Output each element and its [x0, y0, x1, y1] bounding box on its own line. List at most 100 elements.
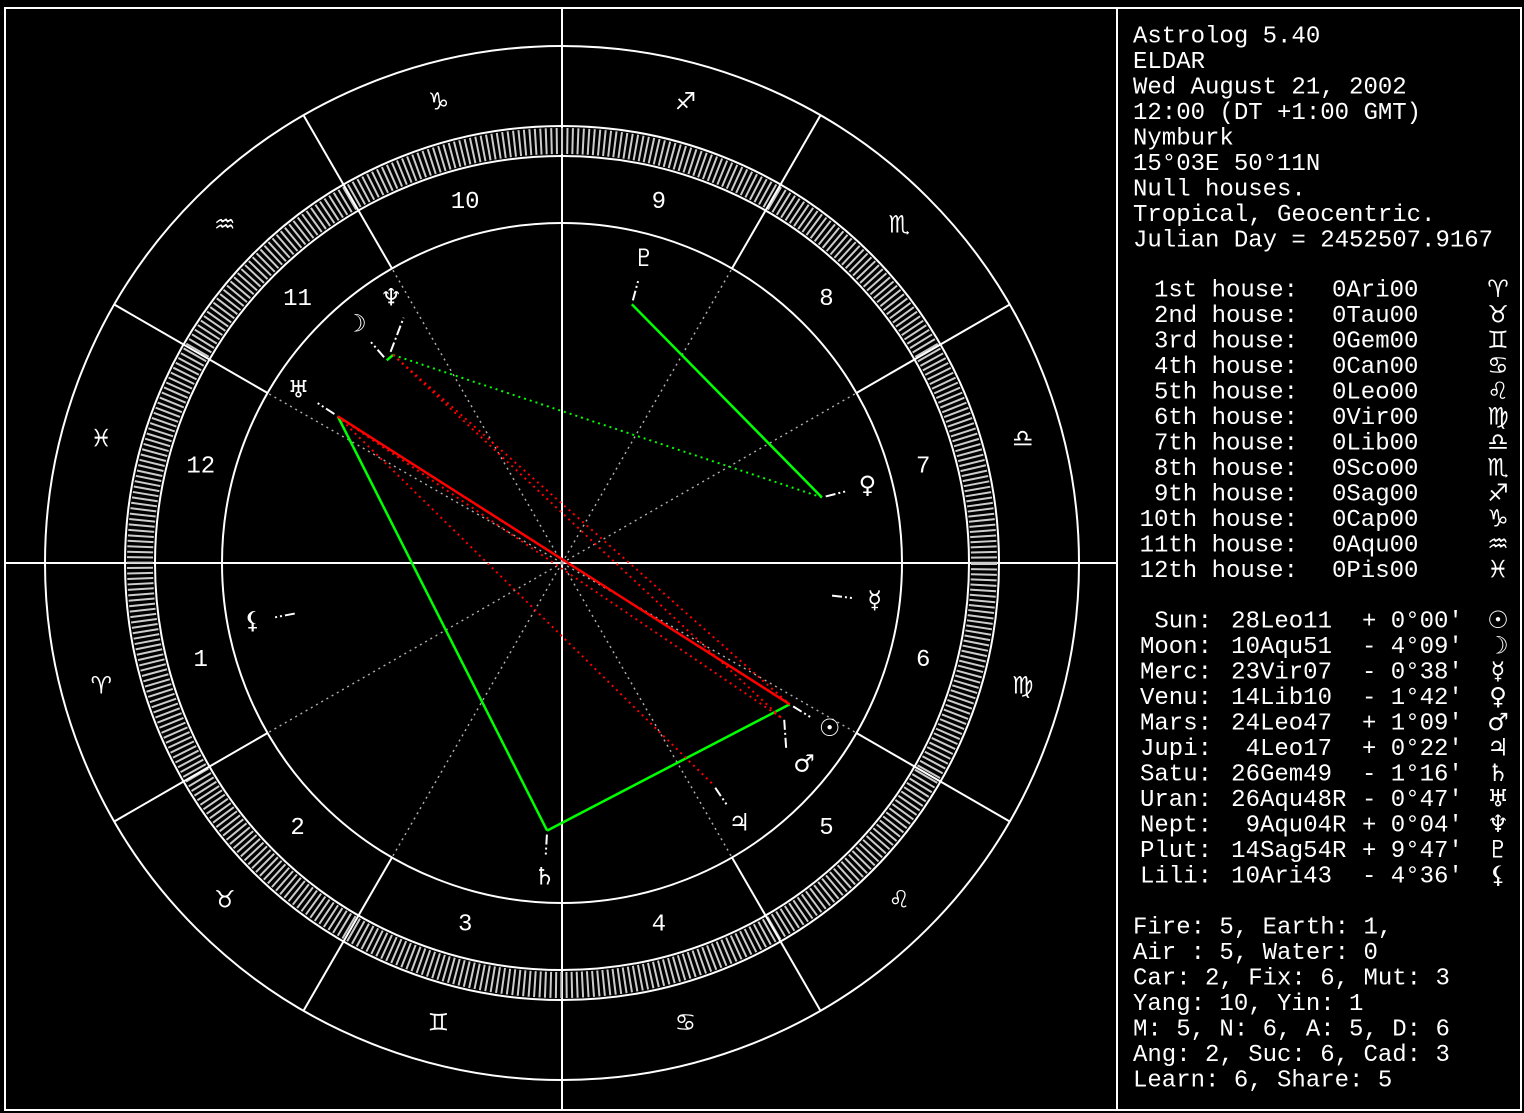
summary-line: Ang: 2, Suc: 6, Cad: 3	[1133, 1042, 1450, 1069]
planet-latitude: + 9°47'	[1362, 838, 1463, 865]
planet-position: 4Leo17	[1246, 736, 1332, 763]
house-label: 9th house:	[1154, 481, 1298, 508]
summary-line: Learn: 6, Share: 5	[1133, 1067, 1392, 1094]
aspect-line	[336, 415, 549, 832]
house-glyph: ♒	[1487, 530, 1509, 558]
cusp-line	[855, 303, 1011, 394]
retrograde: R	[1332, 812, 1346, 839]
planet-glyph-small: ♇	[1487, 836, 1509, 864]
frame	[4, 7, 1522, 1111]
house-number: 3	[458, 912, 472, 939]
aspect-line	[546, 703, 791, 832]
retrograde: R	[1332, 838, 1346, 865]
house-label: 1st house:	[1154, 277, 1298, 304]
house-glyph: ♎	[1487, 428, 1509, 456]
house-number: 5	[819, 815, 833, 842]
planet-glyph-small: ♀	[1489, 683, 1507, 711]
cusp-line	[113, 303, 269, 394]
house-position: 0Can00	[1332, 354, 1418, 381]
planet-position: 9Aqu04	[1246, 812, 1332, 839]
house-glyph: ♊	[1487, 326, 1509, 354]
house-position: 0Lib00	[1332, 430, 1418, 457]
house-label: 12th house:	[1140, 558, 1298, 585]
aspect-line	[392, 354, 791, 706]
planet-name: Mars:	[1140, 710, 1212, 737]
wheel: ♈ 1 ♉ 2 ♊ 3 ♋ 4 ♌ 5 ♍ 6 ♎ 7 ♏ 8 ♐ 9 ♑ 10 ♒ 11 ♓ 12 ☉ ☽ ☿ ♀ ♂ ♃ ♄ ♅ ♆ ♇ ⚸	[6, 9, 1116, 1109]
planet-glyph: ♀	[859, 471, 877, 499]
summary-line: M: 5, N: 6, A: 5, D: 6	[1133, 1016, 1450, 1043]
house-glyph: ♍	[1487, 403, 1509, 431]
planet-name: Uran:	[1140, 787, 1212, 814]
planet-tick	[714, 787, 728, 805]
planet-name: Satu:	[1140, 761, 1212, 788]
planet-name: Plut:	[1140, 838, 1212, 865]
planet-name: Moon:	[1140, 634, 1212, 661]
header-line: 12:00 (DT +1:00 GMT)	[1133, 100, 1421, 127]
planet-name: Sun:	[1154, 608, 1212, 635]
planet-tick	[389, 317, 405, 353]
planet-latitude: - 1°16'	[1362, 761, 1463, 788]
planet-glyph: ☿	[867, 586, 882, 614]
house-label: 5th house:	[1154, 379, 1298, 406]
planet-glyph-small: ♅	[1487, 785, 1509, 813]
header-line: ELDAR	[1133, 49, 1205, 76]
planet-name: Lili:	[1140, 863, 1212, 890]
planet-name: Nept:	[1140, 812, 1212, 839]
house-number: 1	[194, 647, 208, 674]
planet-position: 28Leo11	[1231, 608, 1332, 635]
house-number: 4	[652, 912, 666, 939]
planet-glyph-small: ⚸	[1489, 861, 1507, 889]
cusp-dotted-line	[391, 268, 563, 564]
house-number: 8	[819, 286, 833, 313]
planet-position: 23Vir07	[1231, 659, 1332, 686]
sign-glyph: ♐	[675, 87, 697, 115]
house-position: 0Aqu00	[1332, 532, 1418, 559]
degree-band	[127, 128, 997, 998]
planet-latitude: + 1°09'	[1362, 710, 1463, 737]
planet-glyph-small: ♄	[1487, 759, 1509, 787]
house-position: 0Cap00	[1332, 507, 1418, 534]
cusp-dotted-line	[267, 392, 563, 564]
planet-position: 10Ari43	[1231, 863, 1332, 890]
cusp-line	[731, 114, 822, 270]
house-glyph: ♋	[1487, 352, 1509, 380]
house-number: 11	[283, 286, 312, 313]
header-line: Julian Day = 2452507.9167	[1133, 227, 1493, 254]
planet-tick	[783, 719, 788, 751]
planet-glyph: ♆	[380, 283, 402, 311]
house-glyph: ♈	[1487, 275, 1509, 303]
house-glyph: ♑	[1487, 505, 1509, 533]
cusp-dotted-line	[267, 562, 563, 734]
wheel-circle	[124, 125, 1000, 1001]
cusp-line	[855, 732, 1011, 823]
house-label: 8th house:	[1154, 456, 1298, 483]
cusp-line	[731, 856, 822, 1012]
sign-glyph: ♍	[1012, 671, 1034, 699]
planet-latitude: - 4°09'	[1362, 634, 1463, 661]
house-glyph: ♌	[1487, 377, 1509, 405]
cusp-line	[113, 732, 269, 823]
summary-line: Fire: 5, Earth: 1,	[1133, 914, 1392, 941]
cusp-dotted-line	[561, 562, 857, 734]
cusp-dotted-line	[391, 562, 563, 858]
planet-glyph: ♄	[534, 863, 556, 891]
sign-glyph: ♎	[1012, 425, 1034, 453]
header-line: 15°03E 50°11N	[1133, 151, 1320, 178]
planet-tick	[831, 594, 853, 599]
planet-name: Venu:	[1140, 685, 1212, 712]
summary-line: Yang: 10, Yin: 1	[1133, 991, 1363, 1018]
planet-position: 14Lib10	[1231, 685, 1332, 712]
wheel-circle	[44, 45, 1080, 1081]
cusp-line	[302, 856, 393, 1012]
house-label: 6th house:	[1154, 405, 1298, 432]
house-glyph: ♏	[1487, 454, 1509, 482]
summary-line: Car: 2, Fix: 6, Mut: 3	[1133, 965, 1450, 992]
planet-position: 14Sag54	[1231, 838, 1332, 865]
planet-tick	[370, 341, 385, 358]
planet-latitude: - 0°47'	[1362, 787, 1463, 814]
planet-glyph-small: ☿	[1491, 657, 1506, 685]
house-number: 2	[290, 815, 304, 842]
